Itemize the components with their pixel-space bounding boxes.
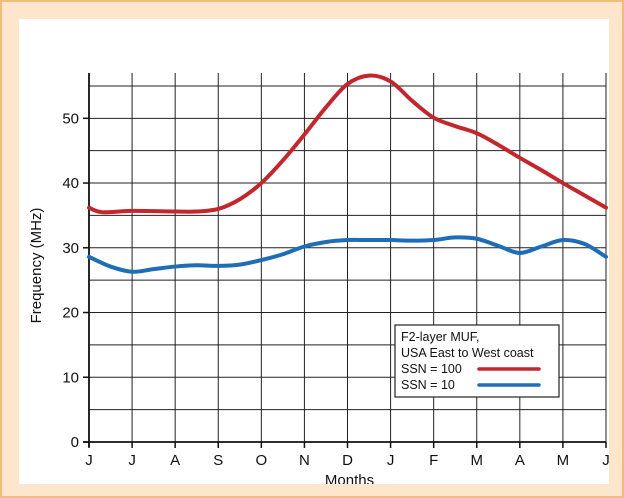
y-axis-title: Frequency (MHz) xyxy=(28,208,45,324)
legend-label-ssn-10: SSN = 10 xyxy=(401,378,455,392)
y-tick-label: 20 xyxy=(62,305,79,322)
legend-title-line-1: F2-layer MUF, xyxy=(401,330,479,344)
x-tick-label: A xyxy=(170,452,180,469)
x-tick-label: O xyxy=(255,452,267,469)
series-lines xyxy=(87,73,608,274)
x-tick-label: N xyxy=(299,452,310,469)
y-tick-label: 50 xyxy=(62,110,79,127)
x-tick-label: M xyxy=(557,452,570,469)
x-tick-label: J xyxy=(128,452,136,469)
axes xyxy=(83,73,607,448)
grid xyxy=(89,73,607,442)
legend-label-ssn-100: SSN = 100 xyxy=(401,362,462,376)
x-tick-label: J xyxy=(387,452,395,469)
y-tick-labels: 0 10 20 30 40 50 xyxy=(62,110,79,451)
x-tick-label: J xyxy=(85,452,93,469)
y-tick-label: 40 xyxy=(62,175,79,192)
legend-title-line-2: USA East to West coast xyxy=(401,346,534,360)
x-tick-label: F xyxy=(429,452,438,469)
y-tick-label: 0 xyxy=(71,434,79,451)
legend: F2-layer MUF, USA East to West coast SSN… xyxy=(394,324,560,398)
series-line-ssn-10 xyxy=(87,235,608,274)
x-axis-title: Months xyxy=(325,472,374,484)
x-tick-label: D xyxy=(342,452,353,469)
x-tick-label: A xyxy=(515,452,525,469)
x-tick-label: M xyxy=(471,452,484,469)
chart-panel: 0 10 20 30 40 50 J J A S O N D J F M A M J Frequency (MHz… xyxy=(19,19,609,484)
frequency-chart: 0 10 20 30 40 50 J J A S O N D J F M A M J Frequency (MHz… xyxy=(28,73,609,484)
x-tick-label: J xyxy=(602,452,609,469)
series-line-ssn-100 xyxy=(87,73,608,215)
y-tick-label: 10 xyxy=(62,369,79,386)
legend-box xyxy=(394,324,560,398)
x-tick-label: S xyxy=(213,452,223,469)
y-tick-label: 30 xyxy=(62,240,79,257)
